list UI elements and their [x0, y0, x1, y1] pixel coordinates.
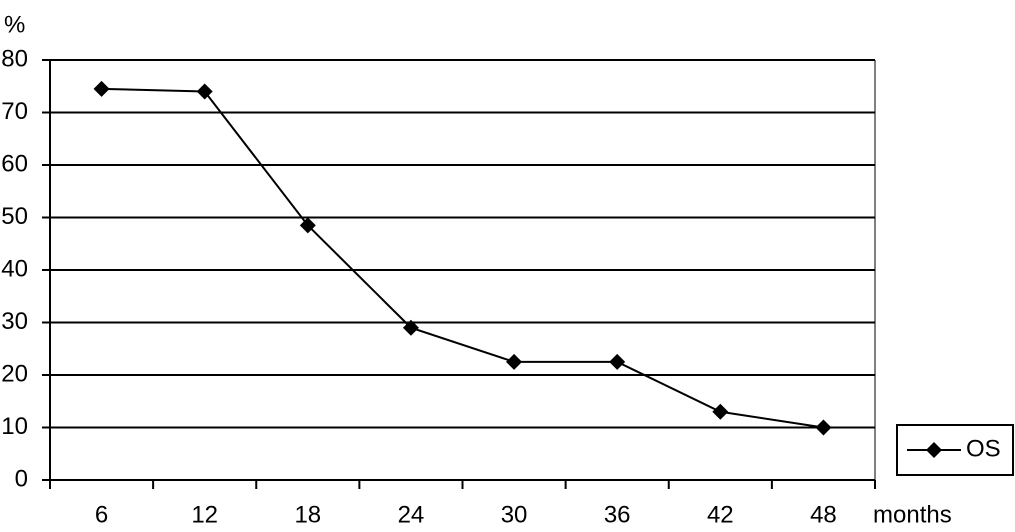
y-tick-label: 10 — [1, 413, 28, 440]
x-tick-label: 48 — [810, 501, 837, 528]
point-marker — [196, 83, 213, 100]
point-marker — [299, 217, 316, 234]
y-tick-label: 30 — [1, 308, 28, 335]
x-axis-label: months — [873, 501, 952, 528]
y-tick-label: 0 — [15, 465, 28, 492]
x-tick-label: 36 — [604, 501, 631, 528]
x-tick-label: 6 — [95, 501, 108, 528]
y-tick-label: 50 — [1, 203, 28, 230]
y-tick-label: 60 — [1, 150, 28, 177]
x-tick-label: 12 — [191, 501, 218, 528]
y-tick-label: 20 — [1, 360, 28, 387]
point-marker — [402, 319, 419, 336]
point-marker — [815, 419, 832, 436]
y-tick-label: 70 — [1, 98, 28, 125]
x-tick-label: 42 — [707, 501, 734, 528]
y-tick-label: 80 — [1, 45, 28, 72]
series-line — [101, 87, 824, 429]
legend-marker — [926, 442, 942, 458]
x-tick-label: 24 — [398, 501, 425, 528]
point-marker — [712, 403, 729, 420]
y-axis-label: % — [4, 11, 25, 38]
x-tick-label: 18 — [294, 501, 321, 528]
point-marker — [506, 353, 523, 370]
y-tick-label: 40 — [1, 255, 28, 282]
legend-label: OS — [966, 435, 1001, 462]
x-tick-label: 30 — [501, 501, 528, 528]
point-marker — [609, 353, 626, 370]
point-marker — [93, 80, 110, 97]
